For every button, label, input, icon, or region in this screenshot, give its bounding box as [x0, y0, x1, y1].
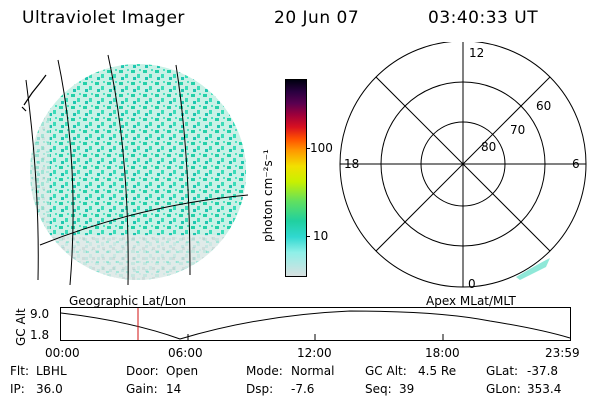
colorbar-unit-label: photon cm⁻²s⁻¹ — [261, 149, 275, 242]
glon-value: 353.4 — [527, 382, 562, 396]
colorbar-tick-10: 10 — [313, 229, 329, 243]
ip-value: 36.0 — [36, 382, 63, 396]
geographic-grid-lines — [25, 54, 249, 286]
altitude-tick-1-8: 1.8 — [30, 328, 50, 342]
time-label: 03:40:33 UT — [428, 8, 539, 28]
instrument-title: Ultraviolet Imager — [22, 8, 185, 28]
auroral-image-disk — [30, 64, 246, 280]
seq-label: Seq: — [365, 382, 392, 396]
ip-label: IP: — [10, 382, 25, 396]
apex-label: Apex MLat/MLT — [426, 294, 516, 308]
dsp-value: -7.6 — [291, 382, 315, 396]
time-tick-1200: 12:00 — [297, 346, 332, 360]
mlat-label-80: 80 — [481, 140, 496, 154]
mlat-label-70: 70 — [510, 123, 525, 137]
mlt-label-12: 12 — [469, 46, 484, 60]
coastline-outline — [21, 74, 47, 112]
altitude-tick-9: 9.0 — [30, 307, 50, 321]
mode-label: Mode: — [246, 364, 283, 378]
altitude-axis-label: GC Alt — [14, 308, 28, 346]
mode-value: Normal — [291, 364, 335, 378]
flt-label: Flt: — [10, 364, 29, 378]
polar-aurora-patch — [516, 258, 550, 280]
time-tick-2359: 23:59 — [545, 346, 580, 360]
colorbar — [285, 79, 307, 277]
door-label: Door: — [126, 364, 159, 378]
glat-value: -37.8 — [527, 364, 559, 378]
colorbar-tick-100: 100 — [310, 141, 333, 155]
altitude-curve — [60, 310, 571, 340]
gc-alt-value: 4.5 Re — [418, 364, 457, 378]
geographic-label: Geographic Lat/Lon — [69, 294, 187, 308]
colorbar-tick-mark-10 — [306, 236, 310, 237]
time-tick-0600: 06:00 — [168, 346, 203, 360]
dsp-label: Dsp: — [246, 382, 274, 396]
door-value: Open — [166, 364, 199, 378]
colorbar-tick-mark-100 — [306, 148, 310, 149]
mlt-label-0: 0 — [468, 277, 476, 291]
flt-value: LBHL — [36, 364, 67, 378]
glon-label: GLon: — [486, 382, 521, 396]
polar-mlat-mlt-plot: 12 18 6 0 60 70 80 — [339, 42, 587, 291]
glat-label: GLat: — [486, 364, 519, 378]
time-tick-1800: 18:00 — [425, 346, 460, 360]
polar-diagonal-2 — [375, 76, 551, 252]
mlt-label-18: 18 — [344, 157, 359, 171]
gain-value: 14 — [166, 382, 182, 396]
altitude-timeline-plot — [60, 307, 571, 341]
geographic-image-panel — [21, 54, 249, 286]
gain-label: Gain: — [126, 382, 158, 396]
mlt-label-6: 6 — [572, 157, 580, 171]
date-label: 20 Jun 07 — [274, 8, 360, 28]
time-tick-0000: 00:00 — [45, 346, 80, 360]
gc-alt-label: GC Alt: — [365, 364, 407, 378]
mlat-label-60: 60 — [536, 99, 551, 113]
seq-value: 39 — [399, 382, 415, 396]
